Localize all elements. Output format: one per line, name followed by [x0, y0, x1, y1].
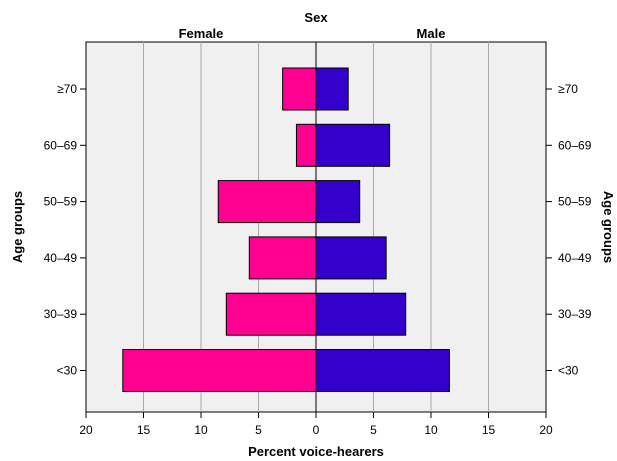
- y-tick-label-left: <30: [57, 364, 78, 378]
- y-tick-label-right: ≥70: [558, 82, 578, 96]
- series-label-female: Female: [179, 26, 224, 41]
- y-tick-label-left: ≥70: [57, 82, 77, 96]
- y-tick-label-left: 40–49: [44, 251, 78, 265]
- x-tick-label: 10: [194, 423, 208, 437]
- y-tick-label-right: <30: [558, 364, 579, 378]
- x-tick-label: 15: [137, 423, 151, 437]
- y-tick-label-left: 60–69: [44, 138, 78, 152]
- bar-female: [122, 349, 317, 392]
- bar-female: [248, 236, 317, 280]
- bar-male: [315, 67, 349, 111]
- bar-male: [315, 236, 387, 280]
- x-tick-label: 20: [79, 423, 93, 437]
- x-tick-label: 5: [255, 423, 262, 437]
- x-tick-label: 5: [370, 423, 377, 437]
- x-axis-title: Percent voice-hearers: [248, 444, 384, 459]
- bar-male: [315, 123, 391, 167]
- x-tick-label: 20: [539, 423, 553, 437]
- chart-title: Sex: [304, 10, 328, 25]
- x-tick-label: 0: [313, 423, 320, 437]
- y-axis-title-left: Age groups: [10, 191, 25, 263]
- bar-male: [315, 349, 450, 392]
- axes: ≥70 ≥70 60–69 60–69 50–59 50–59 40–49 40–49 30–3…: [44, 82, 592, 437]
- series-label-male: Male: [417, 26, 446, 41]
- y-tick-label-left: 30–39: [44, 307, 78, 321]
- y-tick-label-left: 50–59: [44, 195, 78, 209]
- bars: [122, 67, 450, 392]
- y-tick-label-right: 50–59: [558, 195, 592, 209]
- y-axis-title-right: Age groups: [601, 191, 616, 263]
- y-tick-label-right: 60–69: [558, 138, 592, 152]
- bar-female: [282, 67, 317, 111]
- bar-male: [315, 180, 361, 224]
- x-tick-label: 15: [482, 423, 496, 437]
- bar-male: [315, 292, 407, 336]
- bar-female: [217, 180, 317, 224]
- bar-female: [295, 123, 317, 167]
- y-tick-label-right: 30–39: [558, 307, 592, 321]
- x-tick-label: 10: [424, 423, 438, 437]
- y-tick-label-right: 40–49: [558, 251, 592, 265]
- bar-female: [225, 292, 317, 336]
